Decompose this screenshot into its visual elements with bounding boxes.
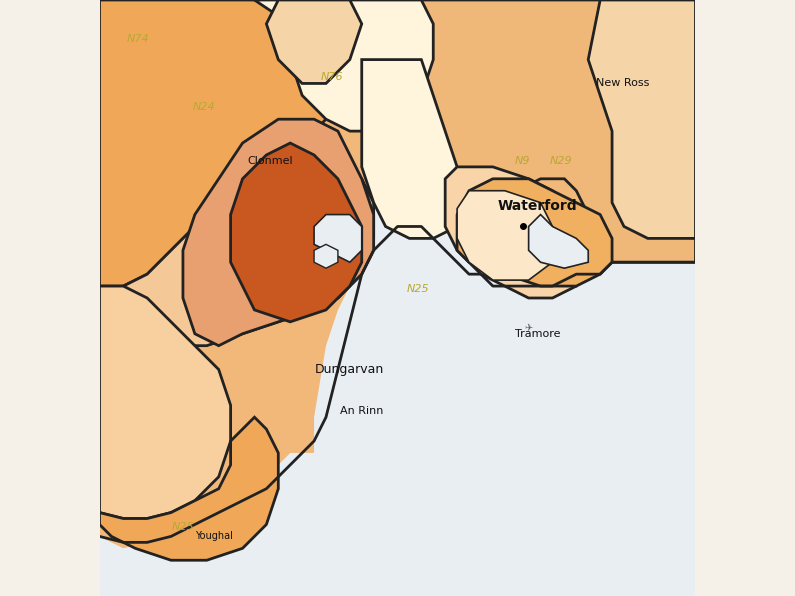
Polygon shape xyxy=(314,215,362,262)
Text: ✈: ✈ xyxy=(525,323,533,333)
Polygon shape xyxy=(183,119,374,346)
Polygon shape xyxy=(99,167,696,596)
Polygon shape xyxy=(362,60,469,238)
Polygon shape xyxy=(99,226,696,596)
Text: N76: N76 xyxy=(320,73,343,82)
Polygon shape xyxy=(99,0,362,286)
Polygon shape xyxy=(457,191,553,280)
Polygon shape xyxy=(231,143,362,322)
Polygon shape xyxy=(314,244,338,268)
Text: Tramore: Tramore xyxy=(515,329,560,339)
Polygon shape xyxy=(445,167,588,298)
Polygon shape xyxy=(588,0,696,238)
Polygon shape xyxy=(123,155,374,346)
Polygon shape xyxy=(99,417,278,560)
Text: N24: N24 xyxy=(192,103,215,112)
Polygon shape xyxy=(99,286,231,519)
Polygon shape xyxy=(254,0,433,131)
Text: Clonmel: Clonmel xyxy=(248,156,293,166)
Text: N9: N9 xyxy=(515,156,530,166)
Text: Youghal: Youghal xyxy=(195,532,233,541)
Polygon shape xyxy=(99,0,696,596)
Text: New Ross: New Ross xyxy=(596,79,650,88)
Text: Dungarvan: Dungarvan xyxy=(315,363,385,376)
Polygon shape xyxy=(421,0,696,262)
Text: N25: N25 xyxy=(407,284,429,294)
Polygon shape xyxy=(529,215,588,268)
Polygon shape xyxy=(99,167,696,596)
Text: N25: N25 xyxy=(172,523,194,532)
Text: Waterford: Waterford xyxy=(498,198,577,213)
Text: An Rinn: An Rinn xyxy=(340,406,383,416)
Text: N74: N74 xyxy=(127,34,149,44)
Polygon shape xyxy=(266,0,362,83)
Polygon shape xyxy=(457,179,612,286)
Text: N29: N29 xyxy=(550,156,572,166)
